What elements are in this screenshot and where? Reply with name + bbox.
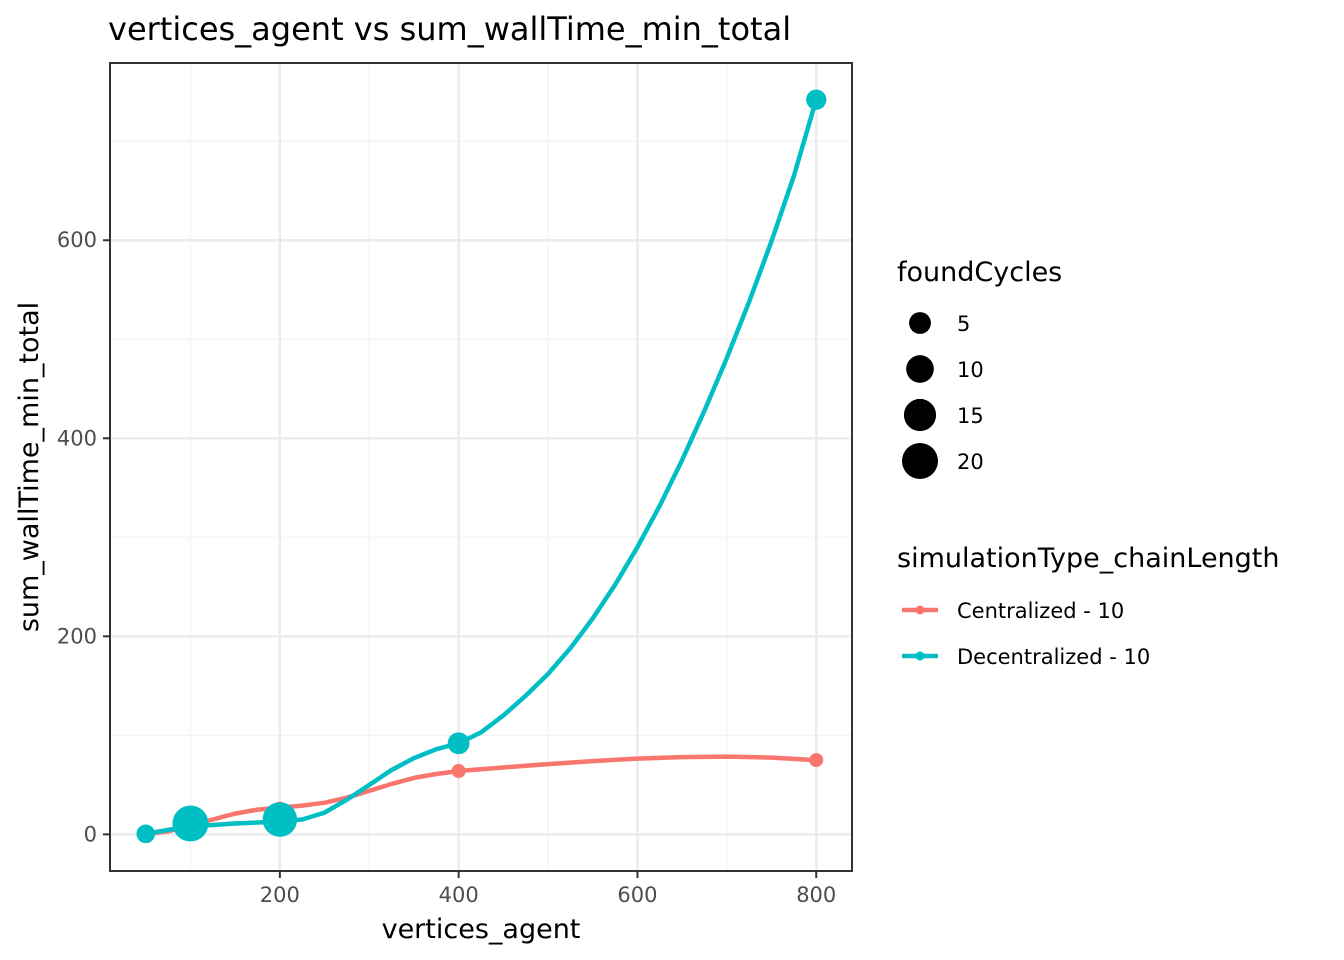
x-tick-label: 800 [796,883,836,907]
legend-size-key [906,355,934,383]
legend-color-title: simulationType_chainLength [897,543,1280,574]
y-axis-title: sum_wallTime_min_total [14,302,45,632]
x-tick-label: 200 [260,883,300,907]
data-point-1 [136,824,156,844]
legend-color-key-dot [915,605,925,615]
data-point-1 [172,805,209,842]
plot-grid [110,63,852,871]
legend-size-label: 5 [957,312,970,336]
y-axis: 0 200 400 600 [57,228,110,846]
legend-size-key [902,443,938,479]
legend-size-key [909,312,931,334]
legend-size-label: 15 [957,404,984,428]
legend-color-label: Decentralized - 10 [957,645,1150,669]
series-line-0 [143,754,819,837]
data-point-0 [451,763,466,778]
legend-color-label: Centralized - 10 [957,599,1124,623]
legend-size-label: 10 [957,358,984,382]
legend-found-cycles: foundCycles 5 10 15 20 [897,257,1062,479]
x-axis-title: vertices_agent [382,914,581,945]
x-tick-label: 400 [439,883,479,907]
x-tick-label: 600 [617,883,657,907]
data-point-1 [262,802,298,837]
chart-title: vertices_agent vs sum_wallTime_min_total [108,10,791,48]
y-tick-label: 400 [57,426,97,450]
y-tick-label: 0 [84,822,97,846]
series-lines [143,97,819,837]
data-point-0 [809,753,824,768]
legend-size-key [903,398,937,432]
series-line-1 [143,97,819,837]
legend-color-key-dot [915,651,925,661]
legend-size-label: 20 [957,450,984,474]
legend-size-title: foundCycles [897,257,1062,288]
plot-panel-border [109,62,853,872]
y-tick-label: 200 [57,624,97,648]
data-point-1 [447,732,470,755]
series-points [136,89,827,844]
x-axis: 200 400 600 800 [260,871,836,907]
y-tick-label: 600 [57,228,97,252]
data-point-1 [806,89,827,110]
legend-simulation-type: simulationType_chainLength Centralized - … [897,543,1280,669]
